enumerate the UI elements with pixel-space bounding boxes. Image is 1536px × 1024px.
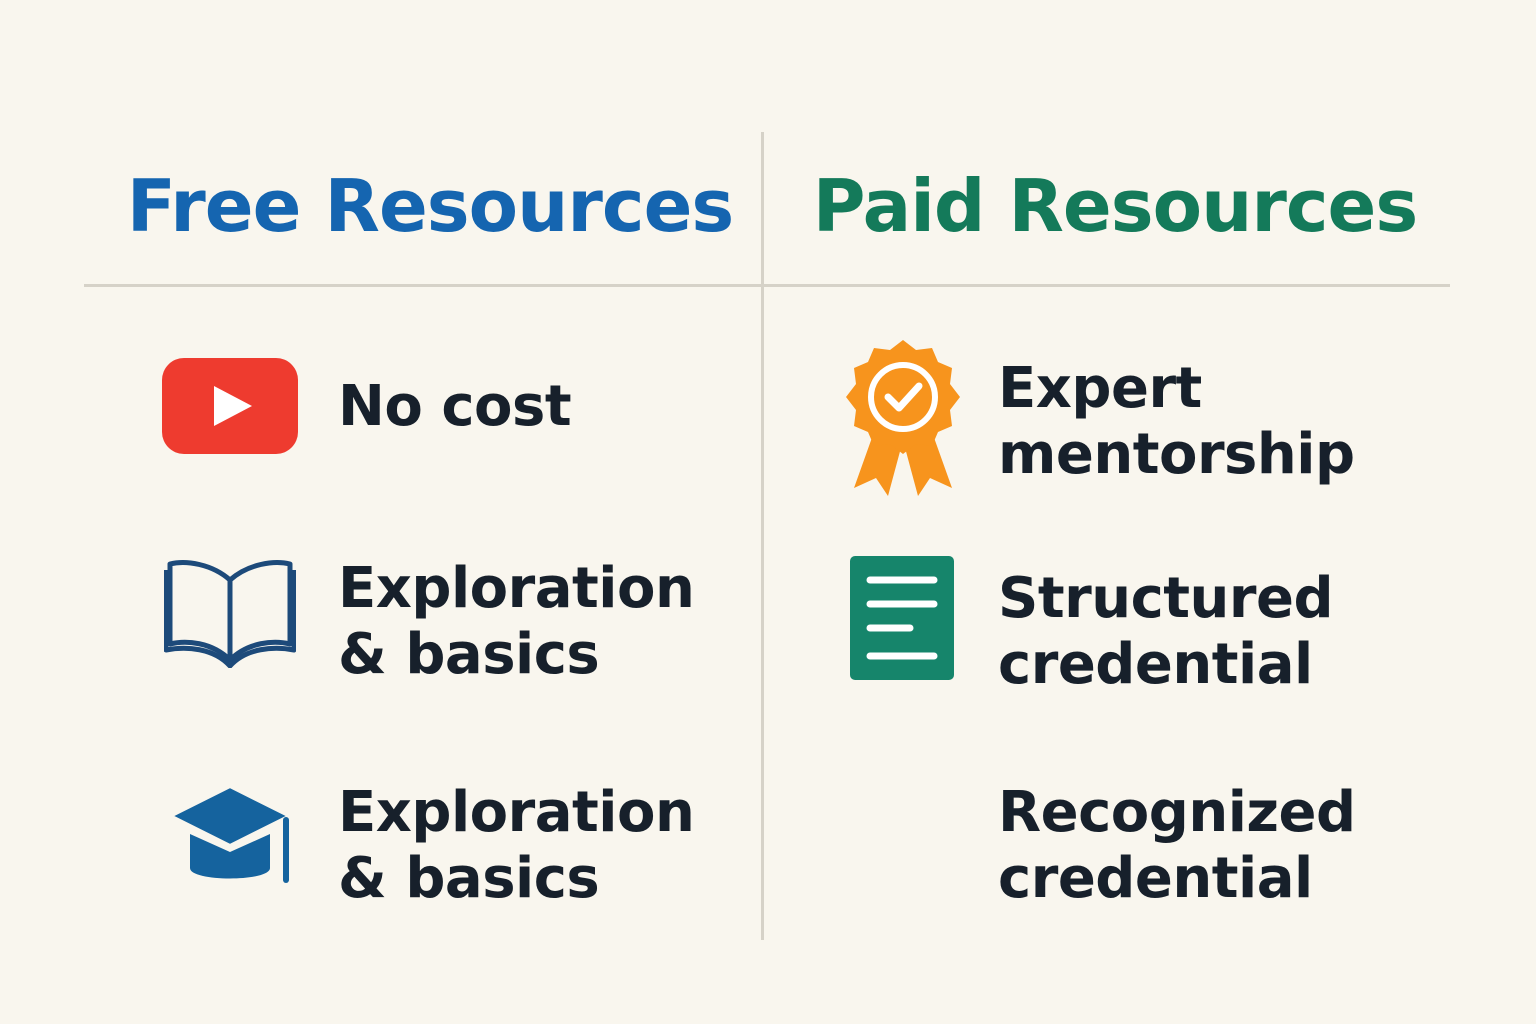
free-item-2-line-2: & basics <box>338 622 600 687</box>
horizontal-divider <box>84 284 1450 287</box>
document-icon <box>850 556 954 680</box>
graduation-cap-icon <box>166 782 294 892</box>
paid-item-1-line-2: mentorship <box>998 422 1355 487</box>
paid-item-3-line-2: credential <box>998 846 1313 911</box>
paid-item-2-line-2: credential <box>998 632 1313 697</box>
free-resources-heading: Free Resources <box>126 164 735 248</box>
free-item-2-line-1: Exploration <box>338 556 695 621</box>
paid-item-3-line-1: Recognized <box>998 780 1356 845</box>
open-book-icon <box>164 556 296 668</box>
youtube-play-icon <box>162 358 298 454</box>
free-item-2-label: Exploration & basics <box>338 556 695 688</box>
free-item-3-line-1: Exploration <box>338 780 695 845</box>
free-item-3-label: Exploration & basics <box>338 780 695 912</box>
award-badge-icon <box>844 338 962 498</box>
paid-item-1-line-1: Expert <box>998 356 1202 421</box>
free-item-1-line-1: No cost <box>338 374 572 439</box>
paid-item-3-label: Recognized credential <box>998 780 1356 912</box>
paid-item-2-label: Structured credential <box>998 566 1334 698</box>
free-item-1-label: No cost <box>338 374 572 440</box>
vertical-divider <box>761 132 764 940</box>
paid-item-1-label: Expert mentorship <box>998 356 1355 488</box>
paid-item-2-line-1: Structured <box>998 566 1334 631</box>
paid-resources-heading: Paid Resources <box>812 164 1418 248</box>
free-item-3-line-2: & basics <box>338 846 600 911</box>
